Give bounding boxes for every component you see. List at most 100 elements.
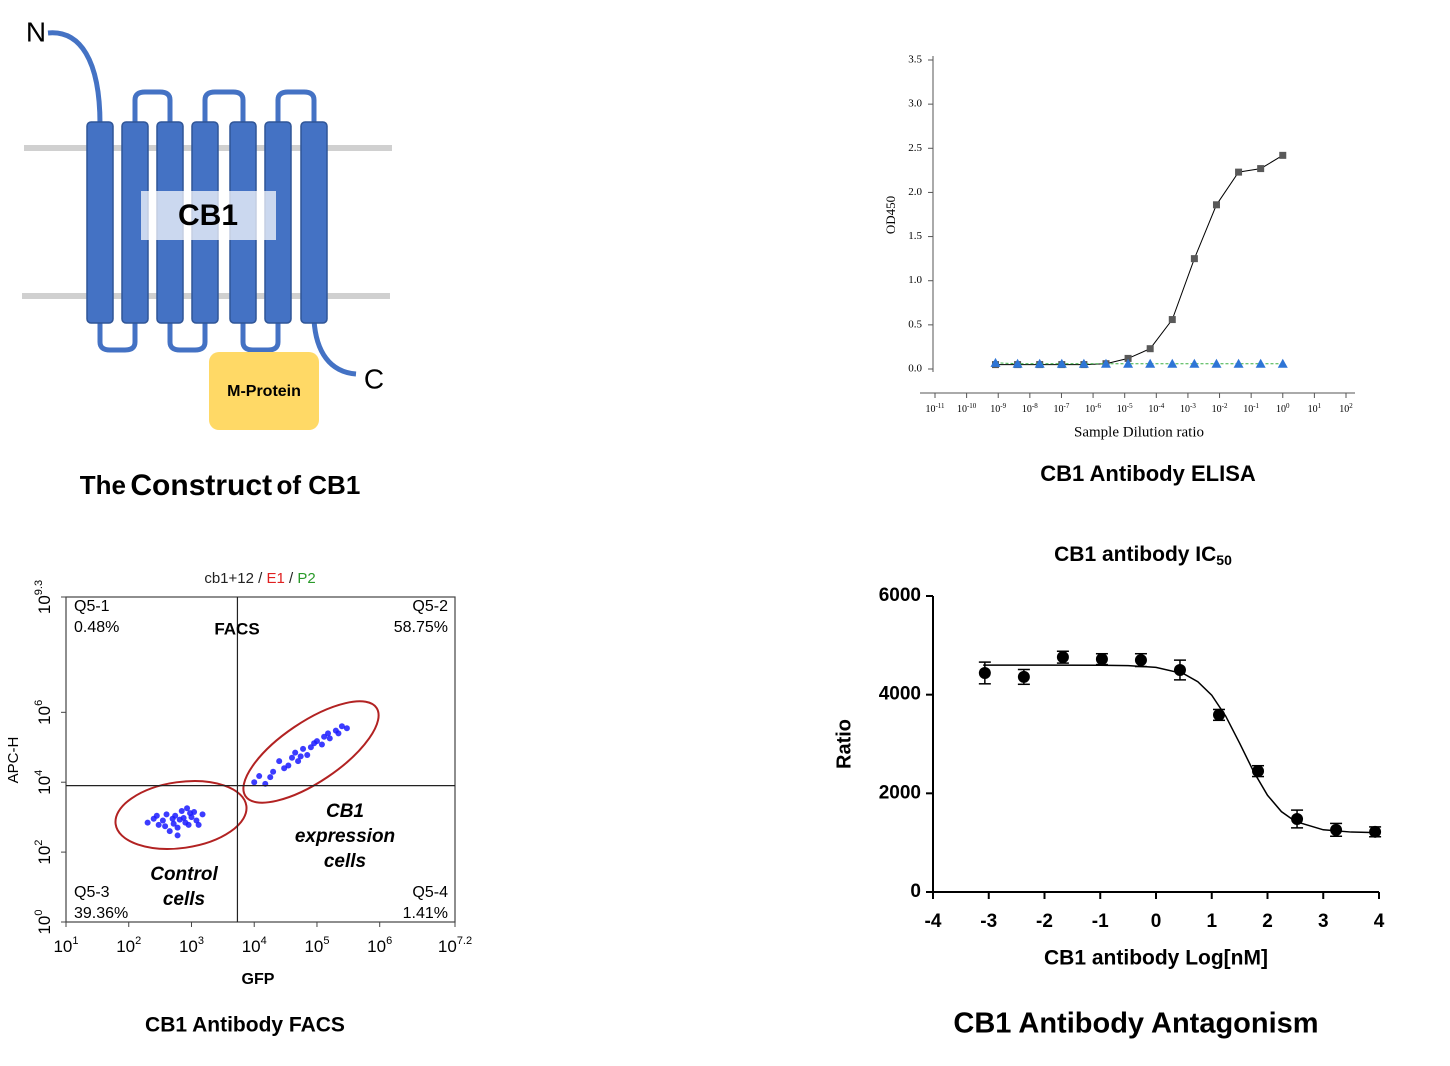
gate-label: expression: [295, 826, 395, 847]
point: [180, 814, 187, 821]
y-tick-label: 102: [33, 840, 54, 865]
tick-exponent: 2: [135, 935, 141, 947]
point: [144, 819, 151, 826]
loop: [167, 320, 208, 353]
point: [1212, 708, 1225, 721]
gate-label: CB1: [326, 801, 364, 822]
y-tick-label: 2000: [879, 782, 921, 803]
y-tick-label: 4000: [879, 684, 921, 705]
point: [170, 820, 177, 827]
tick-exponent: 4: [261, 935, 267, 947]
marker: [1167, 358, 1178, 368]
title-subscript: 50: [1216, 552, 1232, 568]
point: [325, 730, 332, 737]
quadrant-value: 39.36%: [74, 905, 128, 922]
tick-base: 10: [990, 404, 1000, 415]
tick-base: 10: [116, 937, 135, 956]
quadrant-name: Q5-1: [74, 598, 110, 615]
tag-box: [209, 352, 319, 430]
marker: [1056, 358, 1067, 368]
x-tick-label: 10-4: [1148, 402, 1164, 416]
n-terminus: [47, 30, 103, 125]
gate-label: Control: [150, 864, 218, 885]
y-tick-label: 104: [33, 770, 54, 795]
facs-title: cb1+12 / E1 / P2: [204, 570, 315, 587]
x-tick-label: 10-7: [1054, 402, 1070, 416]
y-tick-label: 6000: [879, 585, 921, 606]
marker: [1257, 165, 1265, 173]
x-tick-label: 102: [116, 935, 141, 956]
x-tick-label: 101: [53, 935, 78, 956]
point: [187, 810, 194, 817]
tick-base: 10: [35, 846, 54, 865]
marker: [1078, 358, 1089, 368]
tick-base: 10: [35, 595, 54, 614]
x-tick-label: -2: [1036, 911, 1053, 932]
y-tick-label: 106: [33, 700, 54, 725]
marker: [1124, 354, 1132, 362]
tick-exponent: 0: [1286, 402, 1290, 410]
x-tick-label: 2: [1262, 911, 1273, 932]
point: [166, 828, 173, 835]
tick-base: 10: [35, 916, 54, 935]
tick-base: 10: [1085, 404, 1095, 415]
tick-exponent: 9.3: [33, 580, 45, 595]
point: [276, 758, 283, 765]
x-tick-label: 0: [1151, 911, 1162, 932]
caption-part: Construct: [130, 469, 272, 502]
tick-exponent: 5: [323, 935, 329, 947]
x-tick-label: 100: [1276, 402, 1290, 416]
point: [304, 752, 311, 759]
y-tick-label: 100: [33, 909, 54, 934]
point: [155, 821, 162, 828]
c-terminus: [311, 319, 357, 377]
caption: CB1 Antibody FACS: [145, 1014, 345, 1037]
loop: [132, 89, 173, 124]
y-tick-label: 109.3: [33, 580, 54, 614]
series-line: [995, 154, 1284, 366]
x-tick-label: 10-8: [1022, 402, 1038, 416]
x-tick-label: 103: [179, 935, 204, 956]
x-tick-label: 3: [1318, 911, 1329, 932]
point: [178, 808, 185, 815]
marker: [1277, 358, 1288, 368]
tick-exponent: 2: [33, 840, 45, 846]
tick-base: 10: [304, 937, 323, 956]
y-tick-label: 1.5: [908, 230, 922, 242]
tick-base: 10: [1339, 404, 1349, 415]
tick-exponent: 4: [33, 770, 45, 776]
x-tick-label: 10-3: [1180, 402, 1196, 416]
point: [162, 823, 169, 830]
x-tick-label: 107.2: [438, 935, 472, 956]
tick-exponent: 1: [72, 935, 78, 947]
loop: [275, 89, 317, 124]
tick-base: 10: [1117, 404, 1127, 415]
marker: [1235, 168, 1243, 176]
point: [295, 758, 302, 765]
x-tick-label: 4: [1374, 911, 1385, 932]
point: [307, 744, 314, 751]
point: [172, 812, 179, 819]
point: [311, 740, 318, 747]
title-part: /: [285, 570, 298, 587]
point: [297, 753, 304, 760]
gate-label: cells: [163, 889, 205, 910]
loop: [202, 89, 246, 124]
tick-base: 10: [242, 937, 261, 956]
tick-exponent: 7.2: [457, 935, 472, 947]
x-axis-label: GFP: [242, 971, 275, 988]
caption-part: of CB1: [277, 470, 361, 500]
marker: [1255, 358, 1266, 368]
point: [251, 779, 258, 786]
label-box: [141, 191, 276, 240]
tick-exponent: -9: [1000, 402, 1006, 410]
x-tick-label: 105: [304, 935, 329, 956]
x-tick-label: -3: [980, 911, 997, 932]
point: [1173, 664, 1186, 676]
tick-base: 10: [925, 404, 935, 415]
point: [289, 754, 296, 761]
y-axis-label: Ratio: [833, 719, 855, 769]
point: [199, 811, 206, 818]
x-tick-label: 10-9: [990, 402, 1006, 416]
